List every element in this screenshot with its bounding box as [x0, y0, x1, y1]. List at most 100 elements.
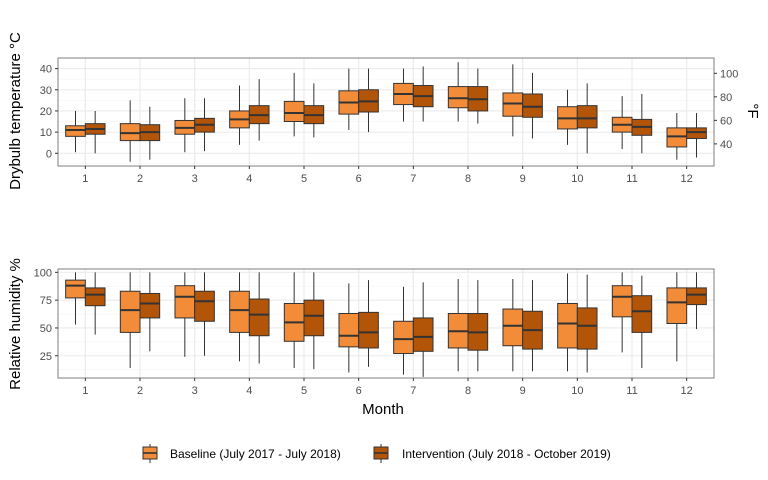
boxplot-intervention-month-12	[686, 272, 707, 330]
x-tick-label: 9	[520, 385, 526, 397]
boxplot-intervention-month-4	[248, 79, 270, 141]
iqr-box	[502, 308, 524, 347]
iqr-box	[65, 279, 86, 299]
x-tick-label: 4	[246, 385, 252, 397]
x-tick-label: 1	[82, 385, 88, 397]
x-tick-label: 7	[410, 385, 416, 397]
iqr-box	[338, 312, 360, 348]
boxplot-baseline-month-10	[557, 89, 578, 145]
boxplot-intervention-month-5	[303, 272, 325, 370]
x-tick-label: 6	[356, 385, 362, 397]
y-tick-label: 10	[40, 127, 52, 139]
iqr-box	[666, 127, 688, 148]
month-x-axis-title: Month	[362, 401, 404, 418]
y-tick-label: 25	[40, 351, 52, 363]
boxplot-baseline-month-9	[502, 64, 524, 137]
iqr-box	[502, 92, 524, 117]
boxplot-baseline-month-11	[611, 272, 633, 353]
iqr-box	[229, 290, 250, 333]
iqr-box	[631, 295, 653, 333]
y-tick-label: 0	[46, 148, 52, 160]
iqr-box	[576, 105, 598, 129]
boxplot-intervention-month-10	[576, 274, 598, 373]
x-tick-label: 4	[246, 173, 252, 185]
x-tick-label: 2	[137, 173, 143, 185]
boxplot-intervention-month-1	[84, 110, 106, 154]
f-tick-label: 60	[720, 115, 732, 127]
boxplot-intervention-month-2	[139, 106, 161, 160]
iqr-box	[119, 123, 141, 142]
legend: Baseline (July 2017 - July 2018) Interve…	[142, 444, 611, 463]
temperature-boxplots	[65, 62, 707, 162]
f-tick-label: 100	[720, 68, 738, 80]
y-tick-label: 75	[40, 295, 52, 307]
x-tick-label: 11	[626, 385, 637, 397]
humidity-panel-background	[58, 269, 714, 378]
f-tick-label: 80	[720, 92, 732, 104]
x-tick-label: 9	[520, 173, 526, 185]
boxplot-intervention-month-9	[522, 280, 543, 372]
boxplot-intervention-month-12	[686, 113, 707, 158]
boxplot-intervention-month-5	[303, 83, 325, 138]
boxplot-intervention-month-9	[522, 72, 543, 139]
x-tick-label: 2	[137, 385, 143, 397]
iqr-box	[393, 320, 414, 355]
fahrenheit-y-ticks: 40 60 80 100	[714, 68, 738, 151]
iqr-box	[557, 302, 578, 349]
iqr-box	[248, 298, 270, 337]
x-tick-label: 5	[301, 385, 307, 397]
boxplot-intervention-month-4	[248, 272, 270, 364]
temperature-x-ticks: 1 2 3 4 5 6 7 8 9 10 11 12	[82, 166, 693, 185]
temperature-y-ticks: 0 10 20 30 40	[40, 64, 58, 160]
boxplot-intervention-month-8	[467, 68, 489, 124]
x-tick-label: 6	[356, 173, 362, 185]
iqr-box	[194, 290, 215, 322]
boxplot-baseline-month-1	[65, 110, 86, 153]
y-tick-label: 30	[40, 85, 52, 97]
humidity-y-ticks: 25 50 75 100	[34, 267, 58, 363]
y-tick-label: 100	[34, 267, 52, 279]
fahrenheit-axis-title: °F	[744, 103, 761, 118]
iqr-box	[412, 317, 434, 352]
x-tick-label: 10	[571, 385, 583, 397]
iqr-box	[686, 127, 707, 139]
humidity-boxplots	[65, 272, 707, 377]
boxplot-intervention-month-7	[412, 282, 434, 377]
boxplot-intervention-month-6	[358, 68, 379, 133]
temperature-y-axis-title: Drybulb temperature °C	[7, 32, 24, 190]
boxplot-baseline-month-5	[283, 272, 305, 368]
boxplot-baseline-month-3	[174, 272, 196, 357]
x-tick-label: 12	[681, 385, 693, 397]
iqr-box	[522, 93, 543, 118]
boxplot-baseline-month-4	[229, 272, 250, 362]
boxplot-baseline-month-7	[393, 286, 414, 375]
humidity-panel-border	[57, 268, 715, 379]
x-tick-label: 3	[192, 385, 198, 397]
boxplot-intervention-month-8	[467, 280, 489, 372]
humidity-y-axis-title: Relative humidity %	[7, 258, 24, 390]
iqr-box	[119, 290, 141, 333]
iqr-box	[65, 125, 86, 137]
boxplot-intervention-month-3	[194, 272, 215, 356]
legend-label-intervention: Intervention (July 2018 - October 2019)	[402, 447, 611, 461]
x-tick-label: 3	[192, 173, 198, 185]
x-tick-label: 8	[465, 385, 471, 397]
boxplot-baseline-month-5	[283, 72, 305, 137]
boxplot-intervention-month-1	[84, 272, 106, 335]
y-tick-label: 50	[40, 323, 52, 335]
boxplot-intervention-month-7	[412, 66, 434, 122]
x-tick-label: 10	[571, 173, 583, 185]
x-tick-label: 7	[410, 173, 416, 185]
boxplot-baseline-month-4	[229, 85, 250, 145]
legend-label-baseline: Baseline (July 2017 - July 2018)	[170, 447, 341, 461]
boxplot-intervention-month-3	[194, 98, 215, 152]
boxplot-baseline-month-7	[393, 68, 414, 122]
iqr-box	[666, 287, 688, 325]
legend-key-baseline	[142, 444, 158, 463]
iqr-box	[447, 86, 469, 109]
x-tick-label: 1	[82, 173, 88, 185]
iqr-box	[686, 287, 707, 306]
